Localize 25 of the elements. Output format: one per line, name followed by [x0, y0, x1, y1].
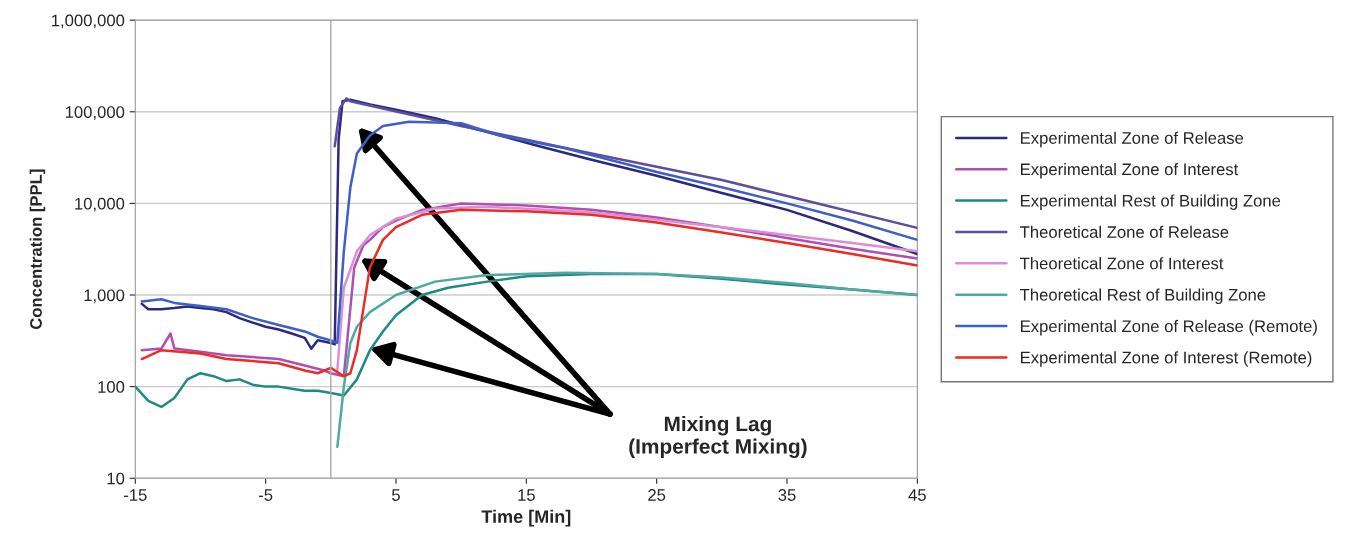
x-tick-label: 35: [778, 489, 796, 501]
x-tick-label: 5: [392, 489, 400, 501]
y-axis-title: Concentration [PPL]: [29, 169, 46, 330]
legend-label: Experimental Zone of Interest (Remote): [1021, 351, 1312, 367]
x-tick-label: 15: [518, 489, 535, 501]
x-tick-label: -15: [124, 489, 147, 501]
y-tick-label: 100: [98, 381, 125, 393]
x-tick-label: -5: [258, 489, 273, 501]
line-series: [336, 205, 918, 372]
legend-label: Theoretical Zone of Release: [1020, 225, 1229, 238]
legend-label: Theoretical Rest of Building Zone: [1020, 288, 1266, 305]
y-tick-label: 100,000: [65, 106, 125, 120]
x-axis-title: Time [Min]: [481, 509, 571, 527]
annotation: Mixing Lag (Imperfect Mixing): [629, 415, 807, 459]
legend-label: Experimental Zone of Release (Remote): [1021, 319, 1317, 336]
legend-label: Experimental Zone of Interest: [1021, 163, 1239, 179]
legend-label: Experimental Rest of Building Zone: [1021, 194, 1281, 210]
y-tick-label: 1,000,000: [52, 14, 125, 29]
x-tick-label: 45: [908, 489, 926, 501]
y-tick-label: 10: [107, 472, 125, 485]
y-tick-label: 1,000: [84, 289, 125, 304]
legend-label: Theoretical Zone of Interest: [1020, 257, 1224, 270]
legend-label: Experimental Zone of Release: [1021, 131, 1244, 148]
x-tick-label: 25: [648, 489, 666, 501]
y-tick-label: 10,000: [75, 197, 125, 212]
